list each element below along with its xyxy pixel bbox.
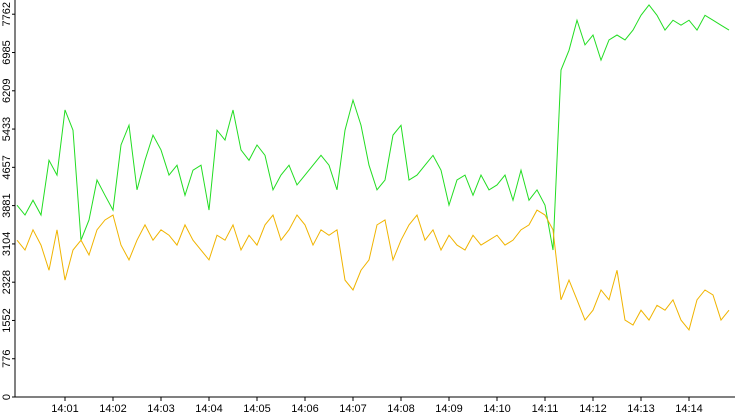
y-tick-label: 4657 <box>1 155 13 179</box>
y-tick-label: 6209 <box>1 79 13 103</box>
y-tick-label: 776 <box>1 350 13 368</box>
x-tick-label: 14:04 <box>195 403 223 415</box>
series-line <box>16 209 730 332</box>
x-tick-label: 14:08 <box>387 403 415 415</box>
x-tick-label: 14:11 <box>532 403 559 415</box>
y-tick-label: 7762 <box>1 2 13 26</box>
x-tick-label: 14:07 <box>339 403 367 415</box>
y-tick-label: 0 <box>1 394 13 400</box>
y-tick-label: 3881 <box>1 193 13 217</box>
x-tick-label: 14:14 <box>675 403 703 415</box>
series-line <box>16 4 730 251</box>
x-tick-label: 14:13 <box>627 403 655 415</box>
x-tick-label: 14:01 <box>51 403 79 415</box>
x-tick-label: 14:02 <box>99 403 127 415</box>
x-tick-label: 14:05 <box>243 403 271 415</box>
x-tick-label: 14:03 <box>147 403 175 415</box>
x-tick-label: 14:10 <box>483 403 511 415</box>
y-tick-label: 5433 <box>1 117 13 141</box>
x-tick-label: 14:09 <box>435 403 463 415</box>
y-tick-label: 1552 <box>1 308 13 332</box>
y-tick-label: 3104 <box>1 232 13 256</box>
x-tick-label: 14:06 <box>291 403 319 415</box>
y-tick-label: 6985 <box>1 40 13 64</box>
x-tick-label: 14:12 <box>579 403 607 415</box>
y-tick-label: 2328 <box>1 270 13 294</box>
